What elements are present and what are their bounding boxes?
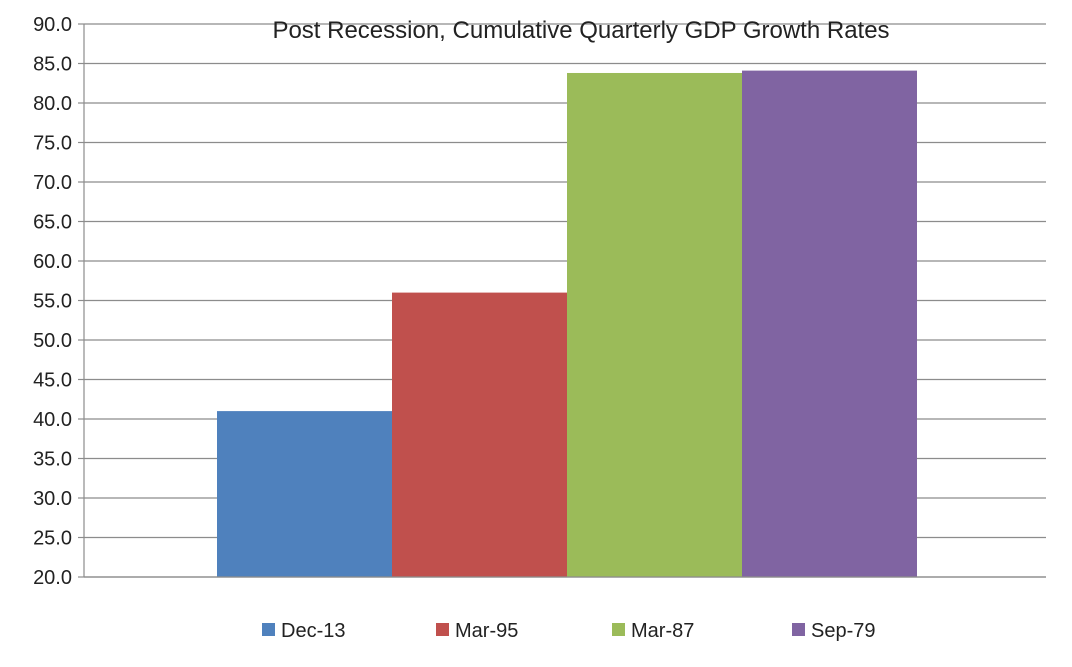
bar-sep-79: [742, 70, 917, 578]
legend-swatch-sep-79: [792, 623, 805, 636]
legend-label-dec-13: Dec-13: [281, 620, 345, 642]
legend-label-mar-95: Mar-95: [455, 620, 518, 642]
y-tick-label: 55.0: [33, 291, 72, 313]
bar-mar-95: [392, 292, 567, 577]
y-tick-label: 45.0: [33, 370, 72, 392]
y-tick-label: 35.0: [33, 449, 72, 471]
legend: Dec-13 Mar-95 Mar-87 Sep-79: [262, 620, 876, 642]
y-tick-label: 90.0: [33, 14, 72, 36]
axes: [83, 24, 1046, 578]
y-tick-label: 25.0: [33, 528, 72, 550]
y-tick-label: 20.0: [33, 567, 72, 589]
y-tick-label: 65.0: [33, 212, 72, 234]
legend-swatch-mar-95: [436, 623, 449, 636]
y-tick-label: 60.0: [33, 251, 72, 273]
y-tick-label: 50.0: [33, 330, 72, 352]
y-tick-label: 40.0: [33, 409, 72, 431]
chart-title: Post Recession, Cumulative Quarterly GDP…: [272, 17, 889, 44]
y-tick-label: 85.0: [33, 54, 72, 76]
legend-label-mar-87: Mar-87: [631, 620, 694, 642]
y-tick-label: 80.0: [33, 93, 72, 115]
y-tick-label: 75.0: [33, 133, 72, 155]
bar-mar-87: [567, 72, 742, 577]
legend-swatch-dec-13: [262, 623, 275, 636]
legend-swatch-mar-87: [612, 623, 625, 636]
y-tick-label: 30.0: [33, 488, 72, 510]
bar-dec-13: [217, 411, 392, 577]
bars: [217, 70, 917, 578]
legend-label-sep-79: Sep-79: [811, 620, 876, 642]
y-axis-ticks: 20.0 25.0 30.0 35.0 40.0 45.0 50.0 55.0 60.0 65.0…: [33, 14, 84, 589]
y-tick-label: 70.0: [33, 172, 72, 194]
